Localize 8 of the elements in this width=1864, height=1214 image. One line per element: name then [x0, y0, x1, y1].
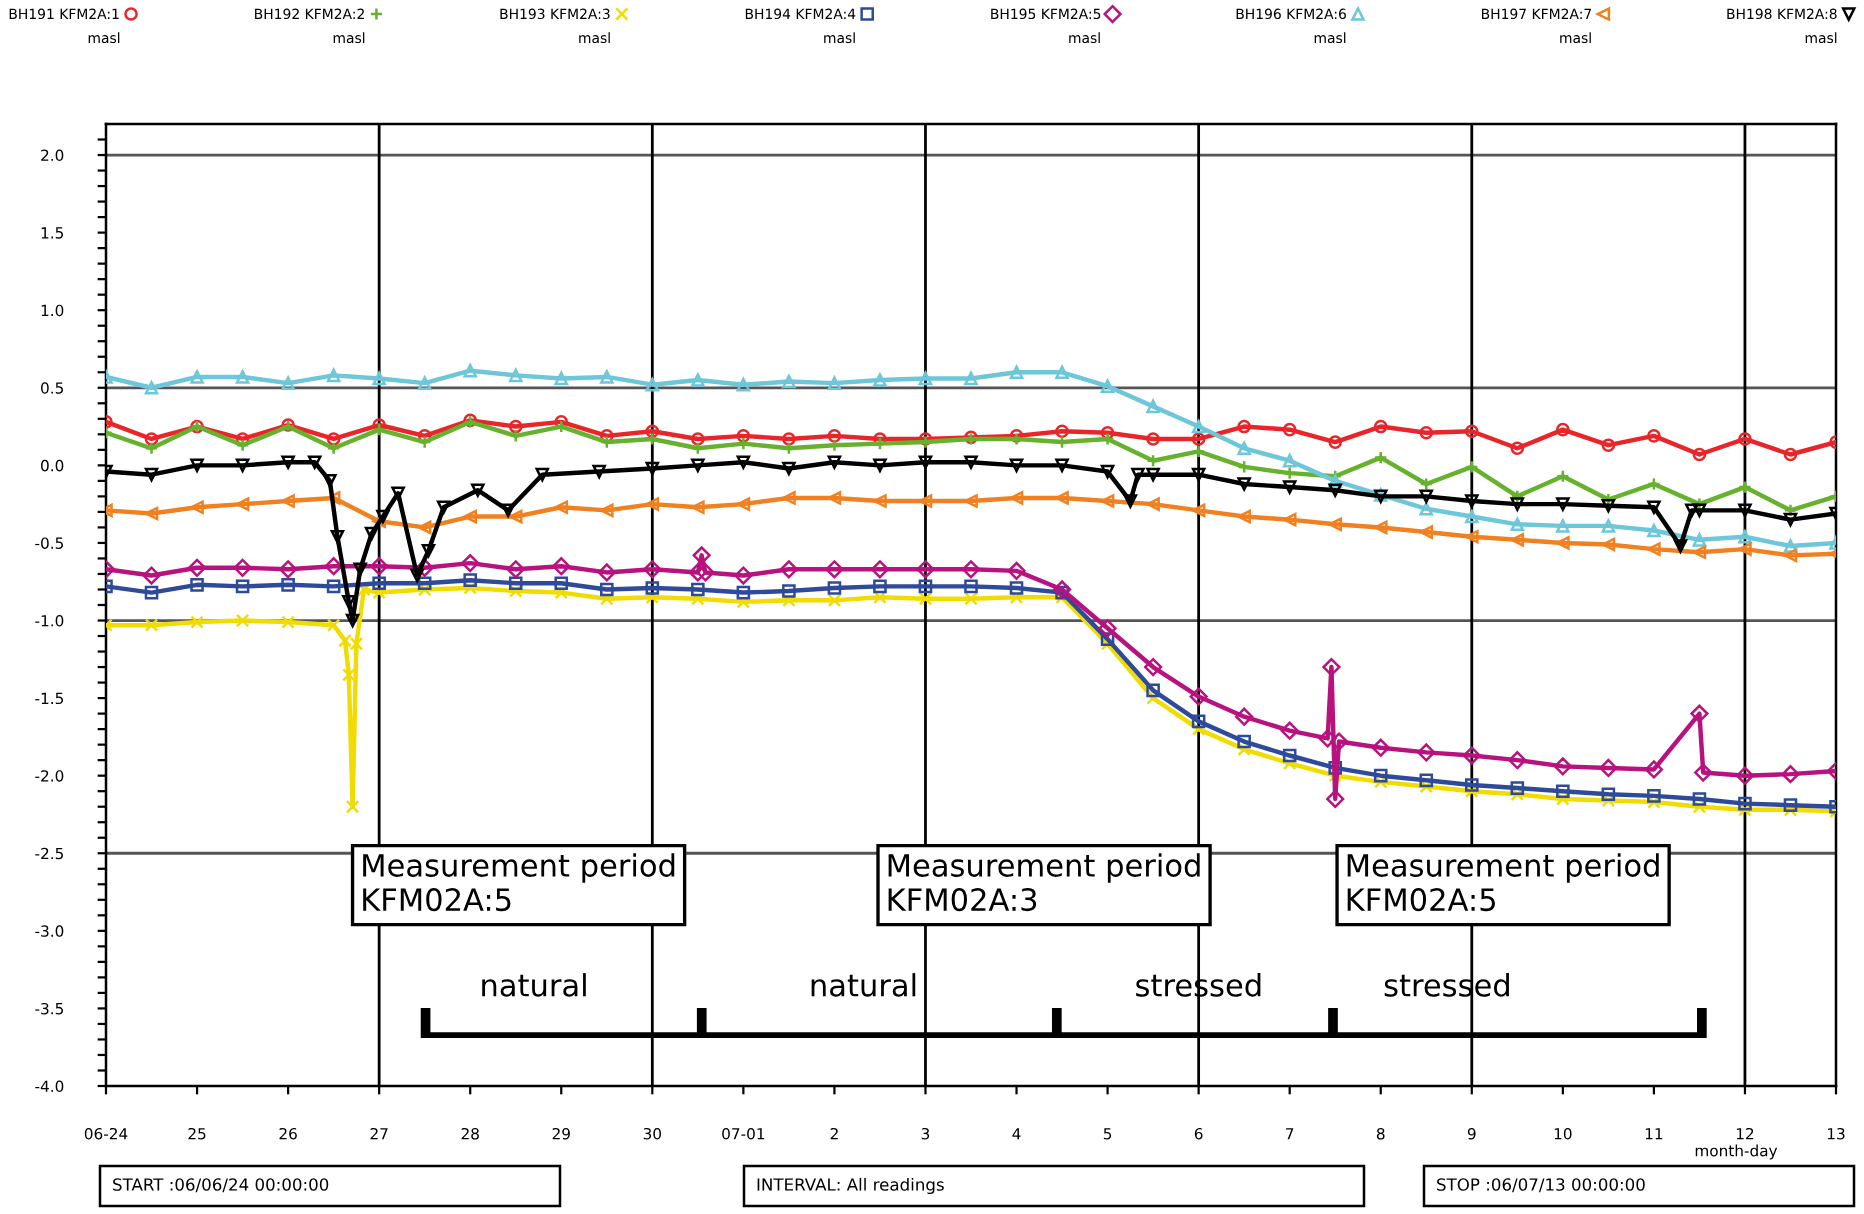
annotation: natural — [811, 973, 916, 997]
text: INTERVAL: All readings — [757, 1177, 944, 1195]
annotation: Measurement period KFM02A:5 — [1347, 853, 1659, 912]
text: STOP :06/07/13 00:00:00 — [1437, 1178, 1645, 1193]
annotation: Measurement period KFM02A:3 — [888, 853, 1200, 912]
text: START :06/06/24 00:00:00 — [113, 1178, 329, 1193]
annotation: Measurement period KFM02A:5 — [363, 853, 675, 912]
annotation: natural — [482, 973, 586, 997]
